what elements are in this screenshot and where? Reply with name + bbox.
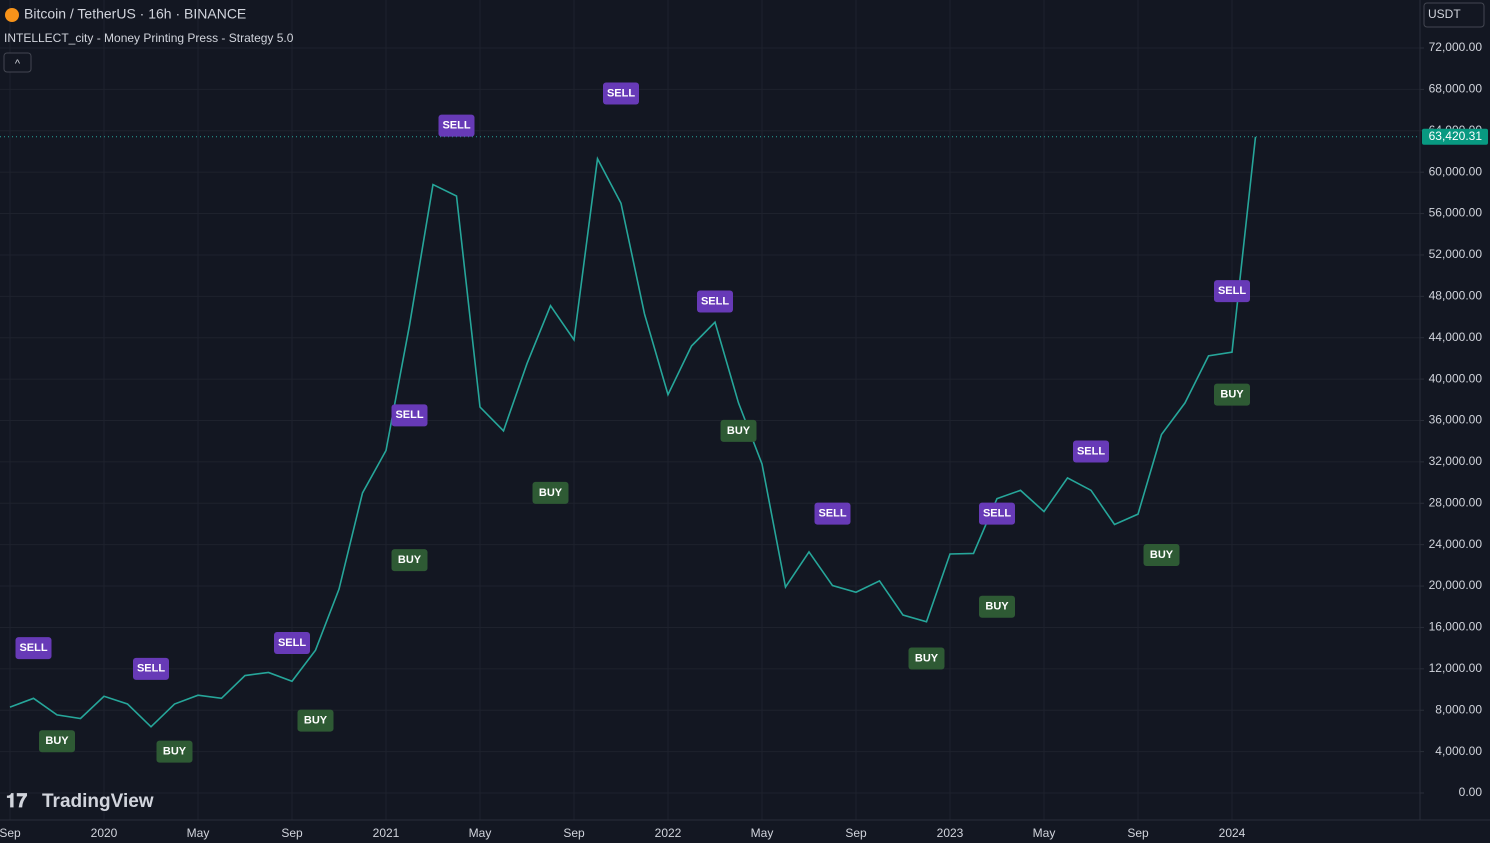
x-tick-label: 2020 bbox=[91, 826, 118, 840]
signal-label: BUY bbox=[163, 746, 187, 758]
y-tick-label: 4,000.00 bbox=[1435, 744, 1482, 758]
buy-signal bbox=[391, 549, 428, 572]
y-tick-label: 52,000.00 bbox=[1429, 247, 1483, 261]
buy-signal bbox=[156, 740, 193, 763]
y-tick-label: 40,000.00 bbox=[1429, 371, 1483, 385]
sell-signal bbox=[1214, 280, 1250, 303]
x-tick-label: Sep bbox=[845, 826, 867, 840]
signal-label: BUY bbox=[398, 554, 422, 566]
x-tick-label: 2024 bbox=[1219, 826, 1246, 840]
y-tick-label: 44,000.00 bbox=[1429, 330, 1483, 344]
signal-label: SELL bbox=[395, 409, 423, 421]
brand-mark: 𝟏𝟕 bbox=[6, 791, 28, 812]
symbol-title[interactable]: Bitcoin / TetherUS · 16h · BINANCE bbox=[24, 6, 246, 22]
sell-signal bbox=[274, 631, 310, 654]
signal-label: BUY bbox=[304, 714, 328, 726]
x-tick-label: May bbox=[469, 826, 492, 840]
buy-signal bbox=[297, 709, 334, 732]
grid bbox=[0, 0, 1420, 820]
signal-label: SELL bbox=[19, 642, 47, 654]
y-tick-label: 48,000.00 bbox=[1429, 289, 1483, 303]
sell-signal bbox=[391, 404, 428, 427]
collapse-icon[interactable]: ^ bbox=[15, 58, 21, 70]
signal-label: SELL bbox=[983, 508, 1011, 520]
y-tick-label: 28,000.00 bbox=[1429, 495, 1483, 509]
signal-label: BUY bbox=[727, 425, 751, 437]
sell-signal bbox=[1073, 440, 1109, 463]
signal-label: SELL bbox=[818, 508, 846, 520]
sell-signal bbox=[133, 657, 169, 680]
sell-signal bbox=[814, 502, 851, 525]
x-tick-label: May bbox=[1033, 826, 1056, 840]
sell-signal bbox=[979, 502, 1015, 525]
signal-label: BUY bbox=[985, 601, 1009, 613]
x-tick-label: Sep bbox=[1127, 826, 1149, 840]
sell-signal bbox=[603, 82, 639, 105]
currency-button[interactable] bbox=[1423, 2, 1485, 28]
signal-label: BUY bbox=[45, 735, 69, 747]
x-tick-label: 2021 bbox=[373, 826, 400, 840]
sell-signal bbox=[15, 637, 52, 660]
x-tick-label: Sep bbox=[563, 826, 585, 840]
x-tick-label: May bbox=[187, 826, 210, 840]
sell-signal bbox=[438, 114, 475, 137]
y-tick-label: 12,000.00 bbox=[1429, 661, 1483, 675]
y-tick-label: 72,000.00 bbox=[1429, 40, 1483, 54]
y-tick-label: 16,000.00 bbox=[1429, 620, 1483, 634]
x-tick-label: Sep bbox=[281, 826, 303, 840]
signal-label: SELL bbox=[442, 120, 470, 132]
signal-label: SELL bbox=[278, 637, 306, 649]
currency-label[interactable]: USDT bbox=[1428, 7, 1461, 21]
y-tick-label: 0.00 bbox=[1459, 785, 1483, 799]
sell-signal bbox=[697, 290, 733, 313]
buy-signal bbox=[1214, 383, 1250, 406]
brand-logo[interactable]: TradingView bbox=[42, 791, 154, 812]
x-tick-label: 2022 bbox=[655, 826, 682, 840]
y-tick-label: 60,000.00 bbox=[1429, 164, 1483, 178]
plot: SELL BUY SELL BUY SELL BUY SELL BUY SELL BUY SELL S… bbox=[0, 82, 1420, 763]
signal-label: BUY bbox=[539, 487, 563, 499]
indicator-title[interactable]: INTELLECT_city - Money Printing Press - … bbox=[4, 31, 294, 45]
buy-signal bbox=[1143, 544, 1180, 567]
buy-signal bbox=[908, 647, 945, 670]
x-tick-label: May bbox=[751, 826, 774, 840]
y-tick-label: 20,000.00 bbox=[1429, 578, 1483, 592]
x-tick-label: 2023 bbox=[937, 826, 964, 840]
signal-label: SELL bbox=[607, 87, 635, 99]
buy-signal bbox=[532, 481, 569, 504]
signal-label: SELL bbox=[701, 295, 729, 307]
last-price-tag bbox=[1422, 128, 1488, 145]
y-tick-label: 8,000.00 bbox=[1435, 702, 1482, 716]
signal-label: SELL bbox=[1077, 445, 1105, 457]
y-tick-label: 24,000.00 bbox=[1429, 537, 1483, 551]
buy-signal bbox=[720, 419, 757, 442]
collapse-button[interactable] bbox=[3, 52, 32, 73]
y-tick-label: 68,000.00 bbox=[1429, 82, 1483, 96]
x-tick-label: Sep bbox=[0, 826, 21, 840]
signal-label: SELL bbox=[137, 663, 165, 675]
buy-signal bbox=[979, 595, 1015, 618]
price-line bbox=[9, 136, 1257, 728]
y-tick-label: 32,000.00 bbox=[1429, 454, 1483, 468]
buy-signal bbox=[39, 730, 75, 753]
y-tick-label: 36,000.00 bbox=[1429, 413, 1483, 427]
symbol-icon bbox=[5, 8, 19, 22]
signal-label: BUY bbox=[1220, 389, 1244, 401]
signal-label: SELL bbox=[1218, 285, 1246, 297]
last-price-label: 63,420.31 bbox=[1429, 129, 1483, 143]
signal-label: BUY bbox=[915, 652, 939, 664]
y-tick-label: 56,000.00 bbox=[1429, 206, 1483, 220]
signal-label: BUY bbox=[1150, 549, 1174, 561]
